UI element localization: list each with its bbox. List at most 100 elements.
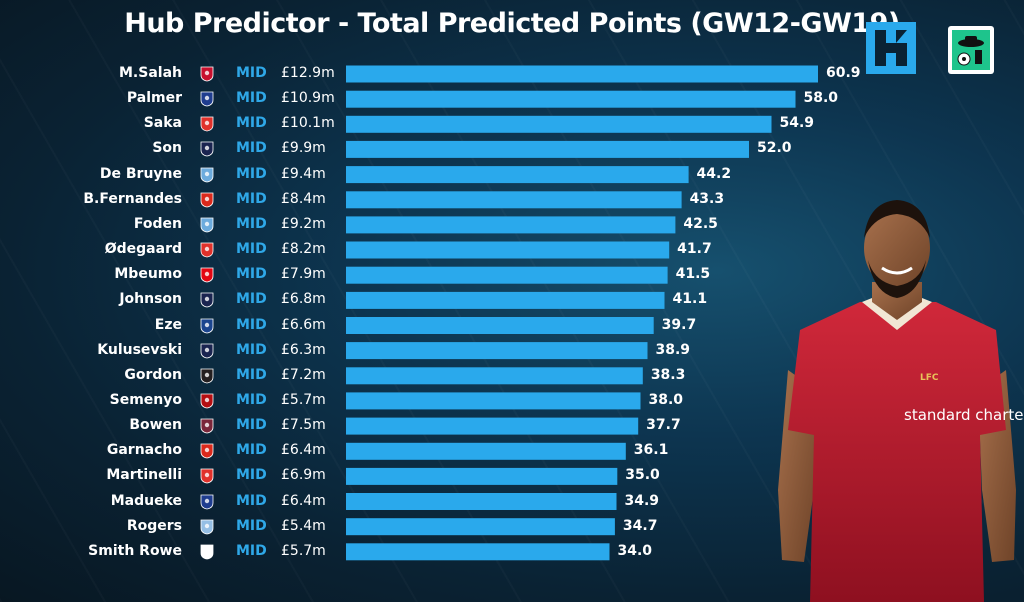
position-label: MID [236,341,267,358]
price-label: £7.9m [281,266,326,283]
bar [346,191,682,209]
value-label: 34.7 [622,517,658,534]
player-name: Johnson [119,291,182,308]
bar [346,467,618,485]
bar [346,493,617,510]
bar [346,392,641,410]
player-name: De Bruyne [99,165,182,182]
player-name: Rogers [126,517,182,534]
price-label: £7.5m [281,417,326,434]
fulham-crest-icon [199,544,215,560]
player-name: Eze [154,316,182,333]
position-label: MID [236,140,267,157]
bar [346,90,796,108]
newcastle-crest-icon [199,368,215,384]
arsenal-crest-icon [199,116,215,132]
west_ham-crest-icon [199,418,215,434]
value-label: 34.0 [617,542,653,559]
value-label: 38.3 [650,366,686,383]
position-label: MID [236,65,267,81]
value-label: 44.2 [696,165,732,182]
position-label: MID [236,391,267,408]
price-label: £8.2m [281,241,326,258]
position-label: MID [236,241,267,258]
player-name: Garnacho [106,442,182,459]
player-name: Palmer [126,90,182,107]
price-label: £6.8m [281,291,326,308]
man_utd-crest-icon [199,443,215,459]
price-label: £6.3m [281,341,326,358]
position-label: MID [236,442,267,459]
bar [346,442,626,460]
value-label: 37.7 [646,417,681,434]
value-label: 42.5 [683,215,718,232]
position-label: MID [236,215,267,232]
man_city-crest-icon [199,167,215,183]
value-label: 39.7 [661,316,697,333]
player-name: Bowen [129,417,182,434]
value-label: 58.0 [803,90,839,107]
player-photo-icon: standard chartered LFC [778,200,1024,602]
position-label: MID [236,467,267,484]
position-label: MID [236,90,267,107]
bar [346,317,654,334]
value-label: 41.1 [672,291,708,308]
value-label: 54.9 [779,115,815,132]
bar [346,65,818,83]
value-label: 43.3 [689,190,725,207]
player-name: Semenyo [109,391,182,408]
crest-text: LFC [920,373,939,383]
bar [346,166,689,184]
crystal_palace-crest-icon [199,318,215,334]
bar [346,543,610,561]
chelsea-crest-icon [199,91,215,107]
position-label: MID [236,492,267,509]
arsenal-crest-icon [199,242,215,258]
player-name: Martinelli [106,467,182,484]
hub-h-logo-icon [866,22,916,74]
player-name: Foden [133,215,182,232]
chelsea-crest-icon [199,494,215,510]
price-label: £12.9m [281,65,335,81]
price-label: £5.4m [281,517,326,534]
brentford-crest-icon [199,267,215,283]
bar [346,367,643,385]
bar [346,518,615,536]
bar [346,291,665,309]
position-label: MID [236,316,267,333]
player-name: Gordon [124,366,182,383]
price-label: £6.6m [281,316,326,333]
value-label: 52.0 [757,140,792,157]
football-badge-icon [948,26,994,74]
bar [346,417,639,435]
position-label: MID [236,165,267,182]
bar [346,241,670,259]
value-label: 38.0 [648,391,684,408]
bar [346,266,668,284]
price-label: £6.4m [281,492,326,509]
price-label: £9.2m [281,215,326,232]
player-name: Mbeumo [114,266,182,283]
price-label: £6.9m [281,467,326,484]
value-label: 38.9 [655,341,691,358]
bournemouth-crest-icon [199,393,215,409]
player-name: Madueke [110,492,182,509]
value-label: 34.9 [624,492,660,509]
value-label: 60.9 [825,65,861,81]
player-name: Son [152,140,182,157]
price-label: £10.9m [281,90,335,107]
position-label: MID [236,291,267,308]
page-title: Hub Predictor - Total Predicted Points (… [124,8,900,39]
tottenham-crest-icon [199,141,215,157]
value-label: 41.5 [675,266,711,283]
position-label: MID [236,517,267,534]
value-label: 35.0 [625,467,660,484]
value-label: 41.7 [677,241,712,258]
sponsor-text: standard chartered [904,406,1024,424]
player-name: B.Fernandes [83,190,182,207]
position-label: MID [236,115,267,132]
position-label: MID [236,542,267,559]
bar [346,342,648,360]
position-label: MID [236,266,267,283]
